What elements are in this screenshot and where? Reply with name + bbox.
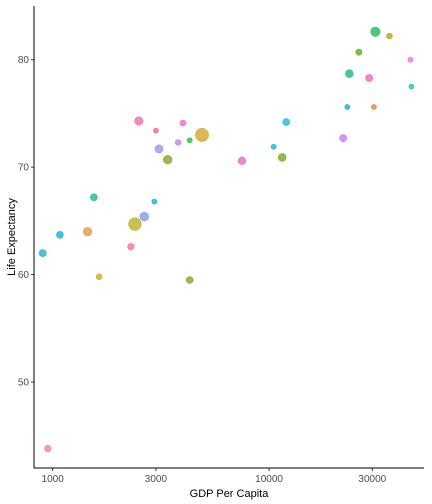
y-tick-label: 80 [18, 55, 30, 66]
scatter-point [370, 26, 381, 37]
x-tick-label: 3000 [145, 474, 168, 485]
scatter-point [95, 273, 103, 281]
scatter-point [195, 128, 209, 142]
scatter-point [386, 32, 393, 40]
x-tick-label: 1000 [42, 474, 65, 485]
points-layer [38, 26, 415, 453]
scatter-point [154, 144, 164, 154]
y-tick-label: 60 [18, 270, 30, 281]
scatter-point [153, 127, 159, 134]
scatter-point [134, 116, 144, 126]
scatter-point [408, 83, 415, 90]
scatter-point [179, 119, 187, 127]
scatter-point [139, 211, 149, 222]
y-tick-label: 70 [18, 163, 30, 174]
x-tick-label: 10000 [255, 474, 283, 485]
scatter-point [38, 249, 47, 258]
scatter-point [277, 153, 287, 162]
scatter-point [344, 104, 351, 110]
scatter-point [237, 156, 247, 165]
x-tick-label: 30000 [358, 474, 386, 485]
scatter-point [128, 217, 142, 231]
x-axis-title: GDP Per Capita [190, 488, 270, 500]
scatter-point [127, 243, 135, 251]
y-axis-ticks: 50 60 70 80 [18, 55, 34, 389]
y-tick-label: 50 [18, 378, 30, 389]
scatter-point [345, 69, 354, 78]
scatter-point [282, 118, 290, 126]
scatter-point [407, 56, 414, 63]
scatter-point [186, 137, 193, 144]
scatter-point [339, 134, 348, 143]
scatter-point [174, 139, 182, 146]
scatter-point [151, 198, 158, 205]
scatter-point [365, 74, 374, 82]
scatter-point [371, 104, 377, 110]
scatter-point [90, 193, 98, 202]
scatter-point [44, 445, 52, 453]
scatter-point [270, 143, 277, 150]
scatter-point [56, 231, 64, 239]
scatter-point [185, 276, 194, 284]
x-axis-ticks: 1000 3000 10000 30000 [42, 468, 387, 485]
y-axis-title: Life Expectancy [6, 198, 18, 276]
scatter-point [163, 155, 173, 165]
scatter-point [355, 48, 363, 56]
scatter-point [82, 227, 93, 237]
